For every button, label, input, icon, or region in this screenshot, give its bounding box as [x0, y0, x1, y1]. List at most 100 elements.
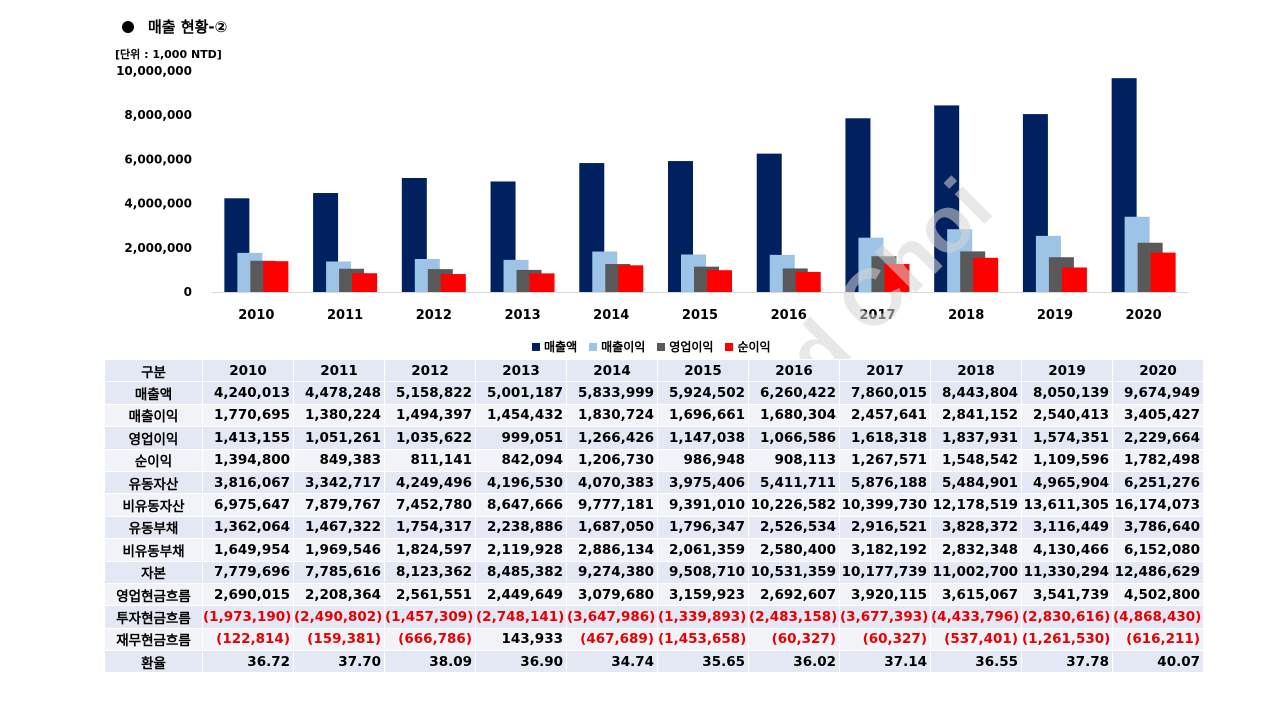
- legend-label: 매출이익: [601, 340, 646, 354]
- table-cell: 1,824,597: [384, 538, 476, 562]
- unit-label: [단위 : 1,000 NTD]: [115, 48, 222, 61]
- bars-group: [224, 78, 1176, 293]
- table-cell: 1,454,432: [475, 403, 567, 428]
- table-row: 투자현금흐름 (1,973,190) (2,490,802) (1,457,309)(…: [104, 605, 1204, 629]
- bar-chart: 0 2,000,000 4,000,000 6,000,000 8,000,000 10,…: [116, 64, 1188, 323]
- table-cell: 1,696,661: [657, 403, 749, 428]
- table-cell: 5,158,822: [384, 381, 476, 405]
- legend-swatch: [725, 343, 734, 351]
- x-tick-label: 2017: [859, 308, 895, 323]
- table-cell: 2,561,551: [384, 582, 476, 607]
- legend-swatch: [589, 343, 598, 351]
- table-cell: 1,109,596: [1021, 448, 1113, 472]
- table-cell: 1,649,954: [202, 538, 294, 562]
- table-cell: 999,051: [475, 426, 567, 450]
- table-cell: 37.78: [1021, 650, 1113, 674]
- table-cell: 5,833,999: [566, 381, 658, 405]
- table-cell: 16,174,073: [1112, 493, 1204, 517]
- table-cell: 849,383: [293, 448, 385, 472]
- table-cell: (4,433,796): [930, 605, 1022, 629]
- x-tick-label: 2020: [1126, 308, 1162, 323]
- table-header-cell: 2015: [657, 358, 749, 383]
- x-tick-label: 2012: [416, 308, 452, 323]
- table-cell: 2,841,152: [930, 403, 1022, 428]
- table-cell: 1,837,931: [930, 426, 1022, 450]
- table-cell: 9,391,010: [657, 493, 749, 517]
- table-cell: (3,677,393): [839, 605, 931, 629]
- table-cell: 11,002,700: [930, 560, 1022, 584]
- table-cell: 10,399,730: [839, 493, 931, 517]
- table-cell: (60,327): [839, 627, 931, 652]
- row-header: 유동자산: [104, 470, 203, 495]
- table-cell: 8,123,362: [384, 560, 476, 584]
- y-axis: 0 2,000,000 4,000,000 6,000,000 8,000,000 10,…: [116, 64, 192, 299]
- y-tick-label: 8,000,000: [124, 108, 192, 122]
- table-cell: 986,948: [657, 448, 749, 472]
- table-cell: 9,274,380: [566, 560, 658, 584]
- table-cell: (60,327): [748, 627, 840, 652]
- x-axis: 2010 2011 2012 2013 2014 2015 2016 2017 2018 2019…: [238, 308, 1161, 323]
- table-cell: 1,830,724: [566, 403, 658, 428]
- row-header: 비유동자산: [104, 493, 203, 517]
- table-cell: 37.70: [293, 650, 385, 674]
- row-header: 재무현금흐름: [104, 627, 203, 652]
- table-cell: 6,975,647: [202, 493, 294, 517]
- y-tick-label: 6,000,000: [124, 152, 192, 166]
- legend-swatch: [657, 343, 666, 351]
- table-cell: 1,066,586: [748, 426, 840, 450]
- bar-3-2016: [795, 271, 821, 292]
- table-row: 유동부채 1,362,064 1,467,322 1,754,317 2,238,886…: [104, 515, 1204, 540]
- legend-label: 영업이익: [669, 340, 714, 354]
- table-cell: 1,035,622: [384, 426, 476, 450]
- table-cell: 908,113: [748, 448, 840, 472]
- table-cell: (1,453,658): [657, 627, 749, 652]
- bar-3-2014: [618, 265, 644, 292]
- row-header: 매출이익: [104, 403, 203, 428]
- bar-3-2020: [1150, 252, 1176, 292]
- table-cell: 3,615,067: [930, 582, 1022, 607]
- table-cell: 1,782,498: [1112, 448, 1204, 472]
- bar-3-2017: [884, 263, 910, 292]
- legend-swatch: [532, 343, 540, 351]
- table-cell: 143,933: [475, 627, 567, 652]
- table-cell: 8,647,666: [475, 493, 567, 517]
- table-row: 비유동부채 1,649,954 1,969,546 1,824,597 2,119,92…: [104, 538, 1204, 562]
- table-cell: 1,494,397: [384, 403, 476, 428]
- table-cell: 34.74: [566, 650, 658, 674]
- table-cell: 5,484,901: [930, 470, 1022, 495]
- x-tick-label: 2013: [504, 308, 540, 323]
- table-row: 자본 7,779,696 7,785,616 8,123,362 8,485,382 9,…: [104, 560, 1204, 584]
- table-cell: (1,457,309): [384, 605, 476, 629]
- table-row: 매출액 4,240,013 4,478,248 5,158,822 5,001,187 5…: [104, 381, 1204, 405]
- table-cell: 3,182,192: [839, 538, 931, 562]
- row-header: 자본: [104, 560, 203, 584]
- x-tick-label: 2010: [238, 308, 274, 323]
- table-cell: 2,690,015: [202, 582, 294, 607]
- table-header-cell: 2020: [1112, 358, 1204, 383]
- table-row: 영업현금흐름 2,690,015 2,208,364 2,561,551 2,449,6…: [104, 582, 1204, 607]
- table-cell: 3,342,717: [293, 470, 385, 495]
- table-cell: 7,779,696: [202, 560, 294, 584]
- table-cell: 3,920,115: [839, 582, 931, 607]
- table-cell: 3,828,372: [930, 515, 1022, 540]
- table-cell: 811,141: [384, 448, 476, 472]
- table-cell: 12,486,629: [1112, 560, 1204, 584]
- table-cell: 10,531,359: [748, 560, 840, 584]
- table-cell: 36.90: [475, 650, 567, 674]
- bar-3-2011: [352, 273, 378, 292]
- table-cell: 4,502,800: [1112, 582, 1204, 607]
- table-cell: 2,457,641: [839, 403, 931, 428]
- table-cell: 8,443,804: [930, 381, 1022, 405]
- table-row: 매출이익 1,770,695 1,380,224 1,494,397 1,454,432…: [104, 403, 1204, 428]
- table-cell: 12,178,519: [930, 493, 1022, 517]
- table-cell: 2,886,134: [566, 538, 658, 562]
- table-cell: 3,541,739: [1021, 582, 1113, 607]
- legend-item: 순이익: [725, 338, 771, 355]
- table-header-cell: 2012: [384, 358, 476, 383]
- table-cell: 2,540,413: [1021, 403, 1113, 428]
- table-cell: 3,816,067: [202, 470, 294, 495]
- table-cell: 1,266,426: [566, 426, 658, 450]
- table-cell: 7,860,015: [839, 381, 931, 405]
- table-header-cell: 2017: [839, 358, 931, 383]
- table-cell: 1,394,800: [202, 448, 294, 472]
